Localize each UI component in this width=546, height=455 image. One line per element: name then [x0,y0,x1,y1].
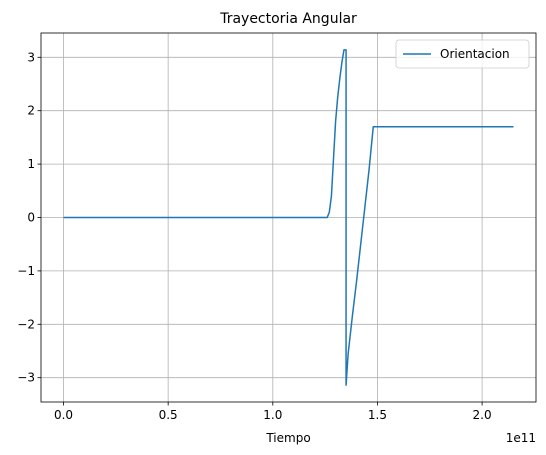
x-tick-label: 0.0 [54,408,73,422]
x-tick-label: 0.5 [159,408,178,422]
x-tick-label: 2.0 [473,408,492,422]
x-offset-label: 1e11 [506,431,536,445]
tick-layer: 0.0 0.5 1.0 1.5 2.0 −3 −2 −1 0 1 2 3 [17,50,491,422]
y-tick-label: 2 [27,104,35,118]
x-axis-label: Tiempo [265,431,310,445]
y-tick-label: −1 [17,264,35,278]
x-tick-label: 1.0 [263,408,282,422]
y-tick-label: 3 [27,50,35,64]
series-line-orientacion [63,49,514,386]
legend: Orientacion [395,39,530,69]
y-tick-label: 1 [27,157,35,171]
legend-label-orientacion: Orientacion [440,47,510,61]
y-tick-label: −3 [17,371,35,385]
y-tick-label: 0 [27,211,35,225]
chart-title: Trayectoria Angular [219,11,357,27]
line-layer [63,49,514,386]
legend-box [395,39,530,69]
x-tick-label: 1.5 [368,408,387,422]
y-tick-label: −2 [17,317,35,331]
